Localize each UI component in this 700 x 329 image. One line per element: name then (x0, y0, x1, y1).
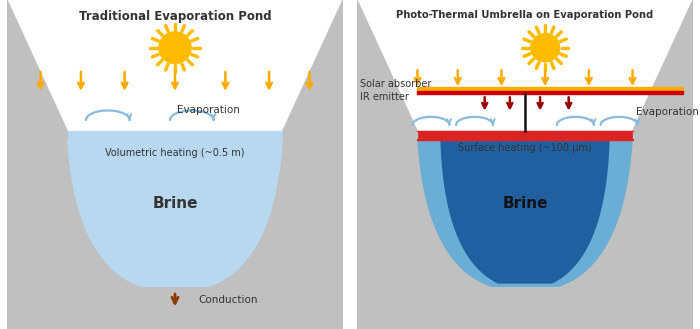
Bar (7, 0, 343, 132)
Polygon shape (283, 0, 343, 329)
Polygon shape (67, 132, 283, 286)
Polygon shape (357, 0, 417, 329)
Bar (7, 132, 67, 138)
Text: Brine: Brine (153, 196, 197, 212)
Polygon shape (441, 138, 609, 283)
Bar (357, 0, 693, 132)
Text: Surface heating (~100 μm): Surface heating (~100 μm) (458, 143, 592, 153)
Bar (417, 131, 633, 140)
Text: Evaporation: Evaporation (636, 107, 699, 117)
Bar (633, 132, 693, 138)
Text: Volumetric heating (~0.5 m): Volumetric heating (~0.5 m) (105, 148, 245, 158)
Bar (283, 132, 343, 138)
Polygon shape (67, 132, 283, 286)
Polygon shape (7, 0, 67, 329)
Bar (7, 132, 343, 329)
Text: Solar absorber: Solar absorber (360, 79, 432, 89)
Bar (417, 87, 683, 90)
Circle shape (159, 32, 191, 63)
Text: Photo-Thermal Umbrella on Evaporation Pond: Photo-Thermal Umbrella on Evaporation Po… (396, 10, 654, 20)
Text: Brine: Brine (503, 196, 547, 212)
Text: IR emitter: IR emitter (360, 92, 409, 102)
Bar (357, 132, 417, 138)
Polygon shape (417, 132, 633, 286)
Polygon shape (633, 0, 693, 329)
Bar (357, 132, 693, 329)
Text: Evaporation: Evaporation (177, 105, 240, 115)
Text: Traditional Evaporation Pond: Traditional Evaporation Pond (78, 10, 272, 23)
Circle shape (531, 34, 559, 62)
Bar (417, 90, 683, 94)
Text: Conduction: Conduction (199, 295, 258, 305)
